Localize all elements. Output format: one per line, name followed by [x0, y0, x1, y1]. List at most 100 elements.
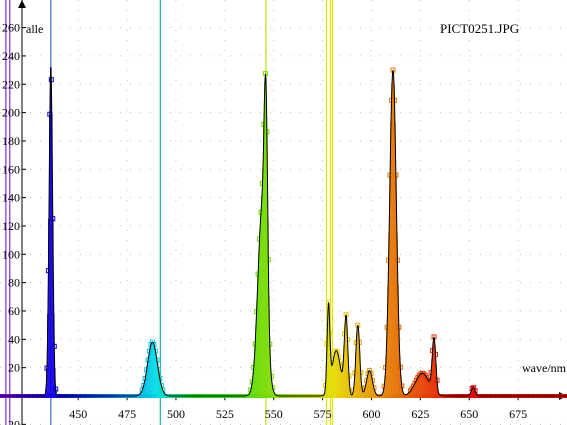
baseline-band — [410, 394, 415, 398]
spectrum-curve — [0, 67, 567, 397]
baseline-band — [387, 394, 392, 398]
x-tick-label-7: 625 — [411, 407, 429, 421]
x-tick-label-5: 575 — [314, 407, 332, 421]
baseline-band — [351, 394, 356, 398]
data-point — [472, 388, 478, 394]
baseline-band — [473, 394, 478, 398]
baseline-band — [383, 394, 388, 398]
baseline-band — [406, 394, 411, 398]
x-tick-label-2: 500 — [167, 407, 185, 421]
x-tick-label-1: 475 — [118, 407, 136, 421]
baseline-band — [269, 394, 274, 398]
baseline-band — [54, 394, 59, 398]
data-point — [367, 367, 373, 373]
baseline-band — [371, 394, 376, 398]
y-axis-label: alle — [26, 22, 43, 36]
baseline-band — [328, 394, 333, 398]
baseline-band — [348, 394, 353, 398]
y-tick-label-8: 160 — [2, 162, 20, 176]
data-point — [339, 369, 345, 375]
baseline-band — [398, 394, 403, 398]
baseline-band — [332, 394, 337, 398]
baseline-band — [273, 394, 278, 398]
y-tick-label-5: 100 — [2, 247, 20, 261]
baseline-band — [140, 394, 145, 398]
x-tick-label-0: 450 — [69, 407, 87, 421]
data-point — [151, 342, 157, 348]
baseline-band — [344, 394, 349, 398]
y-tick-label-10: 200 — [2, 106, 20, 120]
y-tick-label-1: 20 — [8, 361, 20, 375]
x-axis-label: wave/nm — [522, 361, 567, 375]
baseline-band — [148, 394, 153, 398]
x-tick-label-3: 525 — [216, 407, 234, 421]
baseline-band — [156, 394, 161, 398]
y-axis-arrow — [18, 0, 26, 8]
x-tick-label-9: 675 — [509, 407, 527, 421]
baseline-band — [426, 394, 431, 398]
baseline-band — [164, 394, 169, 398]
baseline-band — [418, 394, 423, 398]
baseline-band — [469, 394, 474, 398]
y-tick-label-9: 180 — [2, 134, 20, 148]
data-point — [427, 378, 433, 384]
baseline-band — [250, 394, 255, 398]
baseline-band — [246, 394, 251, 398]
baseline-band — [336, 394, 341, 398]
baseline-band — [391, 394, 396, 398]
y-tick-label-0: -20 — [4, 417, 20, 425]
y-tick-label-13: 260 — [2, 21, 20, 35]
baseline-band — [414, 394, 419, 398]
baseline-band — [367, 394, 372, 398]
baseline-band — [363, 394, 368, 398]
baseline-band — [324, 394, 329, 398]
x-tick-label-4: 550 — [265, 407, 283, 421]
baseline-band — [434, 394, 439, 398]
baseline-band — [136, 394, 141, 398]
baseline-band — [144, 394, 149, 398]
data-point — [333, 348, 339, 354]
baseline-band — [160, 394, 165, 398]
x-tick-label-8: 650 — [460, 407, 478, 421]
data-point — [409, 386, 415, 392]
y-tick-label-3: 60 — [8, 304, 20, 318]
data-point — [139, 387, 145, 393]
baseline-band — [50, 394, 55, 398]
y-tick-label-2: 40 — [8, 332, 20, 346]
baseline-band — [258, 394, 263, 398]
baseline-band — [340, 394, 345, 398]
baseline-band — [355, 394, 360, 398]
data-point — [471, 385, 477, 391]
baseline-band — [430, 394, 435, 398]
spectrum-fill — [0, 67, 567, 398]
baseline-band — [379, 394, 384, 398]
data-point — [412, 380, 418, 386]
baseline-band — [265, 394, 270, 398]
baseline-band — [402, 394, 407, 398]
baseline-band — [261, 394, 266, 398]
baseline-band — [422, 394, 427, 398]
baseline-band — [46, 394, 51, 398]
baseline-band — [254, 394, 259, 398]
y-tick-label-4: 80 — [8, 276, 20, 290]
tick-labels: 450 475 500 525 550 575 600 625 650 675 -20 20 40 60 8… — [2, 21, 527, 425]
y-tick-label-7: 140 — [2, 191, 20, 205]
baseline-band — [359, 394, 364, 398]
y-tick-label-6: 120 — [2, 219, 20, 233]
baseline-band — [152, 394, 157, 398]
x-tick-label-6: 600 — [362, 407, 380, 421]
y-tick-label-11: 220 — [2, 77, 20, 91]
data-point — [160, 387, 166, 393]
image-filename: PICT0251.JPG — [440, 21, 519, 36]
baseline-band — [375, 394, 380, 398]
y-tick-label-12: 240 — [2, 49, 20, 63]
data-point — [424, 375, 430, 381]
baseline-band — [437, 394, 442, 398]
baseline-band — [43, 394, 48, 398]
baseline-band — [394, 394, 399, 398]
data-point — [411, 383, 417, 389]
